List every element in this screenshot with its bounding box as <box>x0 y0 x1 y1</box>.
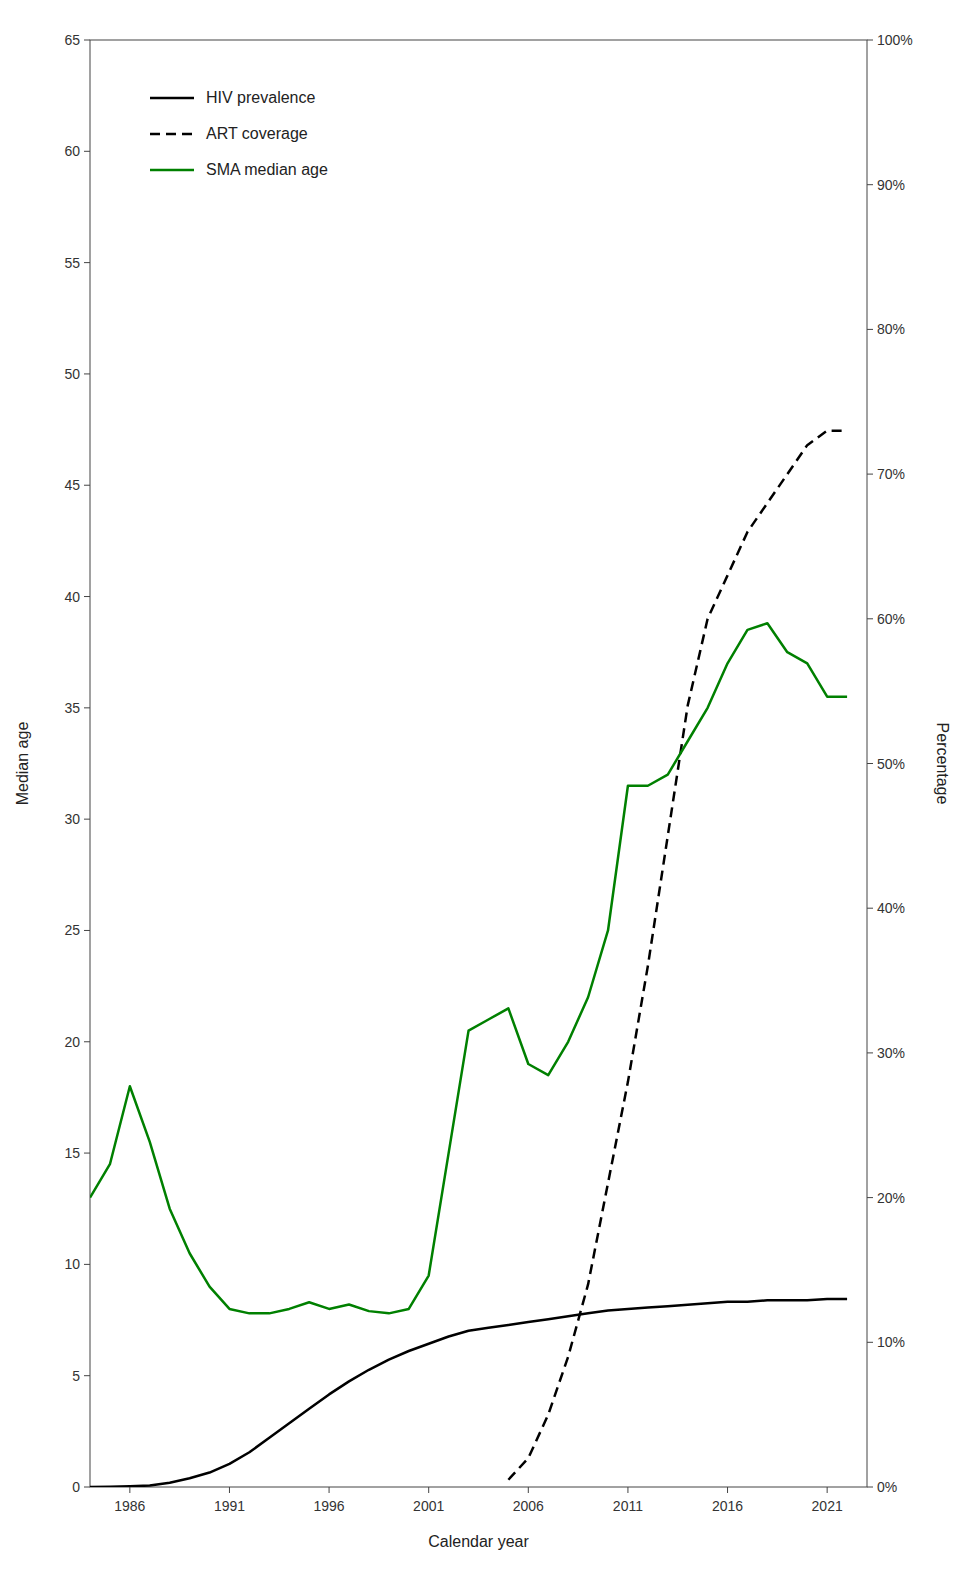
x-tick <box>428 1487 429 1493</box>
y2-tick-label: 50% <box>877 756 905 772</box>
legend-swatch <box>150 169 194 172</box>
y2-tick <box>867 1052 873 1053</box>
y2-tick <box>867 329 873 330</box>
legend-label: ART coverage <box>206 125 308 142</box>
y-tick-label: 60 <box>64 143 80 159</box>
x-axis-label: Calendar year <box>428 1533 529 1550</box>
y-tick-label: 15 <box>64 1145 80 1161</box>
x-tick <box>229 1487 230 1493</box>
y2-tick <box>867 1342 873 1343</box>
y2-tick-label: 0% <box>877 1479 897 1495</box>
y-tick <box>84 485 90 486</box>
y2-tick <box>867 184 873 185</box>
y-tick <box>84 151 90 152</box>
x-tick <box>129 1487 130 1493</box>
y-tick <box>84 1041 90 1042</box>
y-tick <box>84 40 90 41</box>
x-tick-label: 2006 <box>513 1498 544 1514</box>
legend: HIV prevalence ART coverage SMA median age <box>150 89 328 178</box>
y-tick <box>84 930 90 931</box>
plot-frame <box>90 40 867 1487</box>
y-tick <box>84 1487 90 1488</box>
y2-tick-label: 10% <box>877 1334 905 1350</box>
x-tick-label: 2021 <box>812 1498 843 1514</box>
y2-axis-label: Percentage <box>934 723 951 805</box>
y-tick-label: 50 <box>64 366 80 382</box>
series-line <box>508 431 847 1480</box>
legend-label: HIV prevalence <box>206 89 315 106</box>
x-tick-label: 2016 <box>712 1498 743 1514</box>
x-tick <box>528 1487 529 1493</box>
y2-tick <box>867 763 873 764</box>
y-tick-label: 55 <box>64 255 80 271</box>
y-tick <box>84 1153 90 1154</box>
y-tick-label: 25 <box>64 922 80 938</box>
x-tick-label: 2011 <box>613 1498 643 1514</box>
y-tick-label: 40 <box>64 589 80 605</box>
series-line <box>90 1299 847 1487</box>
legend-label: SMA median age <box>206 161 328 178</box>
y2-tick-label: 70% <box>877 466 905 482</box>
y2-tick-label: 30% <box>877 1045 905 1061</box>
legend-swatch <box>150 97 194 100</box>
y-tick-label: 35 <box>64 700 80 716</box>
axes: 1986 1991 1996 2001 2006 2011 2016 2021 0 5 10 15 20… <box>64 32 912 1514</box>
series-lines <box>90 431 847 1487</box>
series-line <box>90 623 847 1313</box>
y-tick-label: 30 <box>64 811 80 827</box>
y2-tick-label: 60% <box>877 611 905 627</box>
y-tick <box>84 373 90 374</box>
y2-tick <box>867 40 873 41</box>
legend-swatch <box>150 133 194 136</box>
y2-tick <box>867 908 873 909</box>
y2-tick-label: 20% <box>877 1190 905 1206</box>
chart: 1986 1991 1996 2001 2006 2011 2016 2021 0 5 10 15 20… <box>0 0 967 1577</box>
y2-tick-label: 80% <box>877 321 905 337</box>
y-tick-label: 65 <box>64 32 80 48</box>
y-tick <box>84 707 90 708</box>
y-tick <box>84 596 90 597</box>
x-tick-label: 1986 <box>114 1498 145 1514</box>
y-tick <box>84 819 90 820</box>
y-tick-label: 20 <box>64 1034 80 1050</box>
y-tick-label: 10 <box>64 1256 80 1272</box>
x-tick-label: 1991 <box>214 1498 245 1514</box>
y-tick <box>84 262 90 263</box>
x-tick-label: 1996 <box>313 1498 344 1514</box>
y-tick <box>84 1264 90 1265</box>
y2-tick-label: 90% <box>877 177 905 193</box>
y-tick-label: 0 <box>72 1479 80 1495</box>
y2-tick <box>867 1487 873 1488</box>
y2-tick-label: 40% <box>877 900 905 916</box>
x-tick <box>727 1487 728 1493</box>
y-tick-label: 45 <box>64 477 80 493</box>
y-tick-label: 5 <box>72 1368 80 1384</box>
y2-tick <box>867 618 873 619</box>
x-tick <box>329 1487 330 1493</box>
y2-tick <box>867 1197 873 1198</box>
y-tick <box>84 1375 90 1376</box>
y-axis-label: Median age <box>14 722 31 806</box>
x-tick <box>827 1487 828 1493</box>
x-tick <box>627 1487 628 1493</box>
y2-tick <box>867 474 873 475</box>
x-tick-label: 2001 <box>413 1498 444 1514</box>
y2-tick-label: 100% <box>877 32 913 48</box>
